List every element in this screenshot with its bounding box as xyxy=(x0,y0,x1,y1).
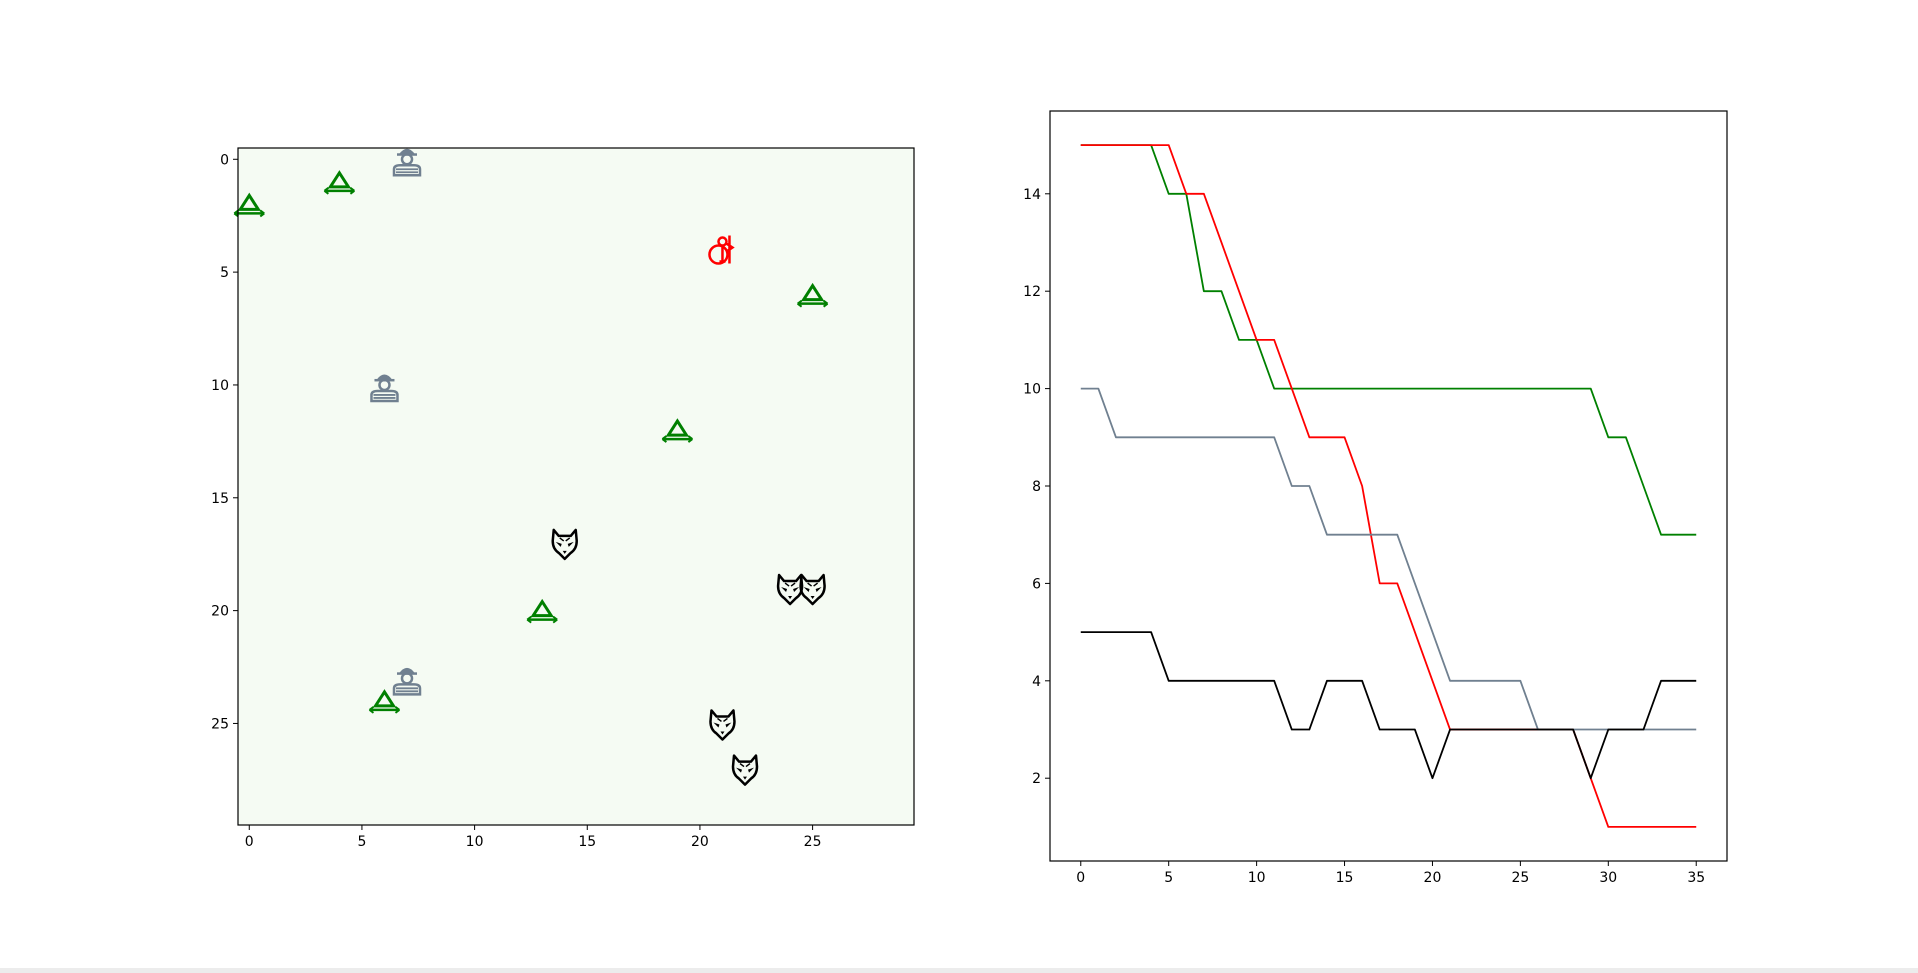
series-line xyxy=(1080,144,1697,536)
grid-map-panel: 0 5 10 15 20 25 0 5 10 15 20 25 xyxy=(211,147,915,850)
window-bottom-edge xyxy=(0,968,1918,973)
grid-map-background xyxy=(238,148,914,825)
tree-icon xyxy=(323,170,355,195)
grid-map-frame xyxy=(237,147,915,826)
x-tick-label: 0 xyxy=(245,834,254,850)
hunter-icon xyxy=(392,667,422,696)
tree-icon xyxy=(526,598,558,624)
series-line xyxy=(1080,631,1697,780)
y-tick-label: 0 xyxy=(220,152,229,168)
y-tick-label: 20 xyxy=(211,604,229,620)
x-tick-label: 10 xyxy=(1248,870,1266,886)
wolf-icon xyxy=(551,528,578,561)
x-tick-label: 5 xyxy=(357,834,366,850)
tree-icon xyxy=(233,192,265,218)
line-chart-background xyxy=(1050,111,1727,861)
x-tick-label: 5 xyxy=(1164,870,1173,886)
x-tick-label: 25 xyxy=(804,834,822,850)
wolf-icon xyxy=(799,573,826,606)
tree-icon xyxy=(661,418,694,443)
y-tick-label: 6 xyxy=(1032,576,1041,592)
x-tick-label: 0 xyxy=(1076,870,1085,886)
hunter-icon xyxy=(392,148,422,177)
y-tick-label: 12 xyxy=(1023,284,1041,300)
x-tick-label: 20 xyxy=(1424,870,1442,886)
x-tick-label: 25 xyxy=(1511,870,1529,886)
y-tick-label: 4 xyxy=(1032,674,1041,690)
tree-icon xyxy=(368,689,401,714)
y-tick-label: 2 xyxy=(1032,771,1041,787)
x-tick-label: 15 xyxy=(1336,870,1354,886)
wolf-icon xyxy=(709,709,736,741)
x-tick-label: 20 xyxy=(691,834,709,850)
series-line xyxy=(1080,387,1697,731)
y-tick-label: 14 xyxy=(1023,187,1041,203)
x-tick-label: 15 xyxy=(578,834,596,850)
line-chart-panel: 0 5 10 15 20 25 30 35 2 4 6 8 10 12 14 xyxy=(1023,110,1728,886)
red-riding-hood-icon xyxy=(708,235,735,265)
x-tick-label: 10 xyxy=(466,834,484,850)
tree-icon xyxy=(796,282,829,308)
y-tick-label: 15 xyxy=(211,491,229,507)
wolf-icon xyxy=(776,573,804,606)
x-tick-label: 30 xyxy=(1599,870,1617,886)
y-tick-label: 8 xyxy=(1032,479,1041,495)
x-tick-label: 35 xyxy=(1687,870,1705,886)
y-tick-label: 10 xyxy=(1023,382,1041,398)
y-tick-label: 10 xyxy=(211,378,229,394)
wolf-icon xyxy=(731,754,759,786)
hunter-icon xyxy=(370,374,399,403)
y-tick-label: 25 xyxy=(211,716,229,732)
series-line xyxy=(1080,144,1697,828)
y-tick-label: 5 xyxy=(220,265,229,281)
